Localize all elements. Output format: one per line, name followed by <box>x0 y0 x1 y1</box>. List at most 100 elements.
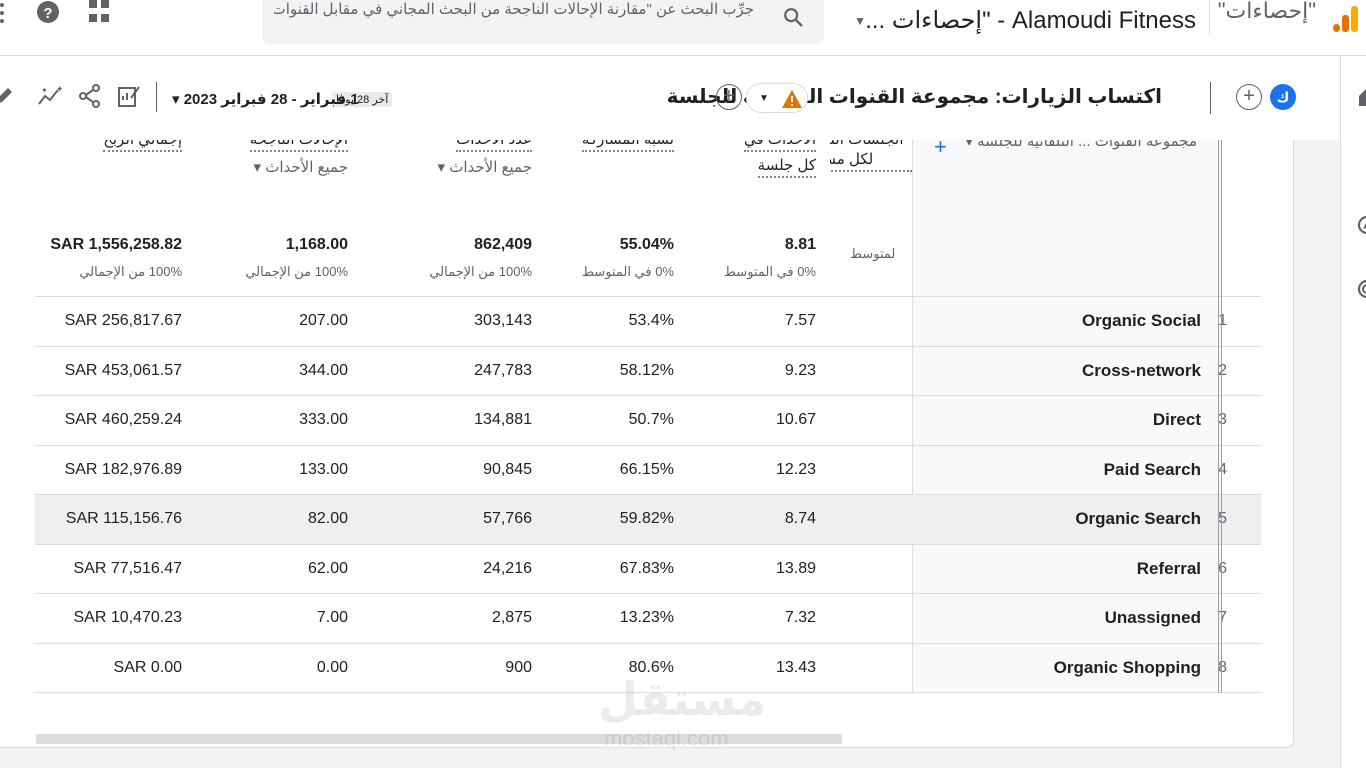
conversions-cell: 333.00 <box>299 411 348 428</box>
row-index: 5 <box>1218 510 1227 527</box>
chevron-down-icon: ▼ <box>759 93 769 104</box>
col-header-event-count[interactable]: عدد الأحداث جميع الأحداث ▾ <box>380 140 532 176</box>
table-row[interactable]: SAR 0.00 0.00 900 80.6% 13.43 Organic Sh… <box>35 643 1261 693</box>
apps-grid-icon[interactable] <box>88 0 110 24</box>
row-index: 8 <box>1218 659 1227 676</box>
table-row[interactable]: SAR 256,817.67 207.00 303,143 53.4% 7.57… <box>35 296 1261 346</box>
col-header-engagement-rate[interactable]: نسبة المشاركة <box>545 140 674 152</box>
home-icon[interactable] <box>1357 86 1366 108</box>
horizontal-scrollbar[interactable] <box>36 734 842 744</box>
row-index: 4 <box>1218 461 1227 478</box>
col-header-events-per-session[interactable]: الأحداث في كل جلسة <box>690 140 816 178</box>
channel-name[interactable]: Organic Search <box>1075 509 1201 528</box>
right-side-rail <box>1340 56 1366 768</box>
row-index: 7 <box>1218 609 1227 626</box>
event-count-cell: 134,881 <box>474 411 532 428</box>
col-header-title: الأحداث في <box>744 140 816 152</box>
share-icon[interactable] <box>78 84 102 108</box>
advertising-icon[interactable] <box>1357 278 1366 300</box>
column-resize-handle[interactable] <box>1218 140 1219 693</box>
column-resize-handle[interactable] <box>1221 140 1222 693</box>
dimension-header-label: مجموعة القنوات ... التلقائية للجلسة <box>977 140 1197 150</box>
channel-name[interactable]: Organic Shopping <box>1053 658 1201 677</box>
channel-name[interactable]: Paid Search <box>1103 460 1201 479</box>
row-index: 3 <box>1218 411 1227 428</box>
engagement-rate-cell: 50.7% <box>628 411 674 428</box>
events-per-session-cell: 9.23 <box>784 362 816 379</box>
add-comparison-button[interactable]: + <box>1236 84 1262 110</box>
explore-icon[interactable] <box>1357 214 1366 236</box>
watermark-url: mostaql.com <box>604 726 729 751</box>
customize-report-icon[interactable] <box>117 84 141 108</box>
total-value: 8.81 <box>784 236 816 253</box>
chevron-down-icon[interactable]: ▼ <box>854 14 866 28</box>
insights-icon[interactable]: ✦✦ <box>38 84 62 108</box>
channel-name[interactable]: Unassigned <box>1104 608 1201 627</box>
total-value: SAR 1,556,258.82 <box>50 236 182 253</box>
table-row[interactable]: SAR 10,470.23 7.00 2,875 13.23% 7.32 Una… <box>35 593 1261 643</box>
avatar[interactable]: ك <box>1270 84 1296 110</box>
event-filter-dropdown[interactable]: جميع الأحداث ▾ <box>253 159 348 176</box>
total-revenue: SAR 1,556,258.82 100% من الإجمالي <box>40 236 182 280</box>
table-row[interactable]: SAR 182,976.89 133.00 90,845 66.15% 12.2… <box>35 445 1261 495</box>
search-input[interactable]: جرِّب البحث عن "مقارنة الإحالات الناجحة … <box>274 1 754 18</box>
search-icon[interactable] <box>782 6 804 28</box>
account-name[interactable]: "إحصاءات" <box>1217 0 1316 23</box>
conversions-cell: 82.00 <box>307 510 348 527</box>
date-preset-label: آخر 28 يومًا <box>332 92 393 107</box>
events-per-session-cell: 8.74 <box>784 510 816 527</box>
channel-name[interactable]: Cross-network <box>1081 361 1201 380</box>
top-bar: "إحصاءات" Alamoudi Fitness - "إحصاءات ..… <box>0 0 1366 56</box>
edit-icon[interactable] <box>0 84 16 108</box>
total-event-count: 862,409 100% من الإجمالي <box>380 236 532 280</box>
table-row[interactable]: SAR 115,156.76 82.00 57,766 59.82% 8.74 … <box>35 494 1261 544</box>
report-table-card: مجموعة القنوات ... التلقائية للجلسة ▾ + … <box>0 140 1294 748</box>
watermark: مستقل <box>598 673 767 725</box>
channel-name[interactable]: Referral <box>1136 559 1201 578</box>
revenue-cell: SAR 115,156.76 <box>65 510 182 527</box>
total-engaged-sessions-per-user: لمتوسط <box>850 236 912 262</box>
col-header-title: كل جلسة <box>757 156 816 178</box>
col-header-conversions[interactable]: الإحالات الناجحة جميع الأحداث ▾ <box>200 140 348 176</box>
date-range-picker[interactable]: 1 فبراير - 28 فبراير 2023 ▾ <box>172 91 359 108</box>
col-header-revenue[interactable]: إجمالي الربح <box>40 140 182 152</box>
col-header-title: الجلسات التفاعلية لكل مستخدم <box>830 140 912 172</box>
conversions-cell: 207.00 <box>299 312 348 329</box>
more-vert-icon[interactable] <box>0 2 4 24</box>
help-icon[interactable]: ? <box>36 0 60 26</box>
events-per-session-cell: 7.32 <box>784 609 816 626</box>
table-row[interactable]: SAR 77,516.47 62.00 24,216 67.83% 13.89 … <box>35 544 1261 594</box>
channel-name[interactable]: Organic Social <box>1081 311 1201 330</box>
data-quality-chip[interactable]: ▼ <box>746 83 808 113</box>
table-row[interactable]: SAR 460,259.24 333.00 134,881 50.7% 10.6… <box>35 395 1261 445</box>
engagement-rate-cell: 53.4% <box>628 312 674 329</box>
revenue-cell: SAR 10,470.23 <box>73 609 182 626</box>
add-filter-button[interactable]: + <box>716 84 742 110</box>
conversions-cell: 7.00 <box>316 609 348 626</box>
total-engagement-rate: 55.04% 0% في المتوسط <box>545 236 674 280</box>
engagement-rate-cell: 13.23% <box>619 609 674 626</box>
divider <box>156 82 157 112</box>
event-filter-dropdown[interactable]: جميع الأحداث ▾ <box>437 159 532 176</box>
engagement-rate-cell: 80.6% <box>628 659 674 676</box>
col-header-engaged-sessions-per-user[interactable]: الجلسات التفاعلية لكل مستخدم <box>830 140 912 172</box>
col-header-title: إجمالي الربح <box>103 140 182 152</box>
row-index: 1 <box>1218 312 1227 329</box>
total-percent: 0% في المتوسط <box>723 264 816 279</box>
channel-name[interactable]: Direct <box>1152 410 1201 429</box>
table-row[interactable]: SAR 453,061.57 344.00 247,783 58.12% 9.2… <box>35 346 1261 396</box>
date-range-label: 1 فبراير - 28 فبراير 2023 <box>183 91 359 108</box>
total-percent: 0% في المتوسط <box>581 264 674 279</box>
search-bar[interactable]: جرِّب البحث عن "مقارنة الإحالات الناجحة … <box>262 0 824 44</box>
analytics-logo-icon[interactable] <box>1332 4 1358 32</box>
dimension-header[interactable]: مجموعة القنوات ... التلقائية للجلسة ▾ <box>965 140 1197 150</box>
svg-text:✦: ✦ <box>56 85 62 95</box>
revenue-cell: SAR 0.00 <box>113 659 182 676</box>
svg-text:?: ? <box>43 5 52 22</box>
total-percent: 100% من الإجمالي <box>429 264 532 279</box>
row-index: 6 <box>1218 560 1227 577</box>
property-selector[interactable]: Alamoudi Fitness - "إحصاءات ... <box>865 7 1196 34</box>
divider <box>35 692 1261 693</box>
add-dimension-button[interactable]: + <box>934 140 947 159</box>
revenue-cell: SAR 453,061.57 <box>64 362 182 379</box>
